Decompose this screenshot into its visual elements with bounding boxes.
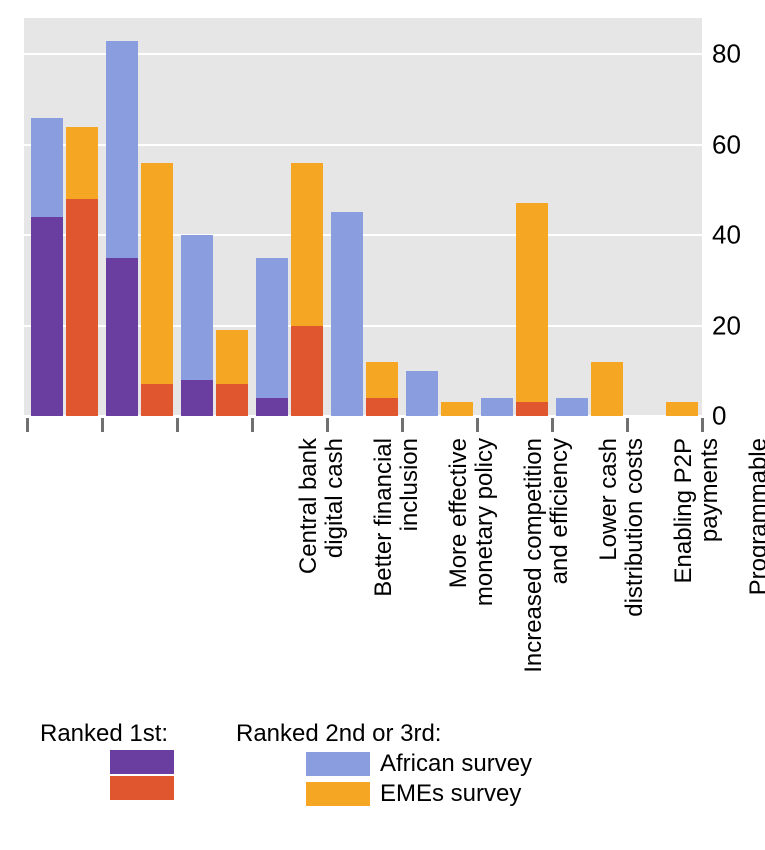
bar-column — [441, 402, 473, 416]
seg-emes-second — [141, 163, 173, 385]
y-tick-label: 20 — [702, 310, 741, 341]
legend-swatch — [110, 750, 174, 774]
x-category-label: Increased competition and efficiency — [521, 438, 573, 708]
category-group — [328, 18, 401, 416]
x-tick — [251, 418, 254, 432]
category-group — [178, 18, 251, 416]
seg-emes-first — [216, 384, 248, 416]
seg-african-first — [31, 217, 63, 416]
seg-african-second — [481, 398, 513, 416]
category-group — [28, 18, 101, 416]
seg-emes-second — [516, 203, 548, 402]
bar-column — [666, 402, 698, 416]
bar-column — [331, 212, 363, 416]
bar-column — [66, 127, 98, 416]
plot-area: 020406080 — [24, 18, 702, 416]
bar-column — [591, 362, 623, 416]
bar-column — [216, 330, 248, 416]
bar-column — [366, 362, 398, 416]
category-group — [403, 18, 476, 416]
x-tick — [476, 418, 479, 432]
x-category-label: Central bank digital cash — [296, 438, 348, 708]
seg-african-first — [106, 258, 138, 416]
y-tick-label: 0 — [702, 401, 726, 432]
seg-emes-first — [66, 199, 98, 416]
seg-african-second — [331, 212, 363, 416]
seg-emes-first — [141, 384, 173, 416]
bar-column — [556, 398, 588, 416]
category-group — [478, 18, 551, 416]
cbdc-motivations-chart: 020406080 Central bank digital cashBette… — [0, 0, 765, 850]
seg-emes-second — [366, 362, 398, 398]
legend-heading-second: Ranked 2nd or 3rd: — [236, 720, 532, 748]
legend-swatch — [306, 782, 370, 806]
legend-col-second: Ranked 2nd or 3rd:African surveyEMEs sur… — [236, 720, 532, 810]
seg-african-second — [256, 258, 288, 398]
x-tick — [326, 418, 329, 432]
bar-column — [181, 235, 213, 416]
seg-african-second — [406, 371, 438, 416]
seg-african-second — [31, 118, 63, 218]
legend-swatch — [306, 752, 370, 776]
legend-label: EMEs survey — [380, 780, 521, 808]
x-category-label: Lower cash distribution costs — [596, 438, 648, 708]
legend-row — [40, 776, 174, 800]
x-tick — [401, 418, 404, 432]
bar-column — [481, 398, 513, 416]
seg-african-second — [556, 398, 588, 416]
seg-emes-second — [666, 402, 698, 416]
seg-african-second — [181, 235, 213, 380]
x-category-label: Programmable money — [746, 438, 765, 708]
bar-column — [106, 41, 138, 416]
x-tick — [26, 418, 29, 432]
category-group — [553, 18, 626, 416]
x-tick — [176, 418, 179, 432]
seg-emes-first — [516, 402, 548, 416]
legend-label: African survey — [380, 750, 532, 778]
x-tick — [701, 418, 704, 432]
y-tick-label: 40 — [702, 220, 741, 251]
legend-row — [40, 750, 174, 774]
bar-column — [141, 163, 173, 416]
y-tick-label: 80 — [702, 39, 741, 70]
seg-emes-second — [216, 330, 248, 384]
category-group — [628, 18, 701, 416]
bar-column — [516, 203, 548, 416]
legend-col-first: Ranked 1st: — [40, 720, 174, 802]
seg-african-first — [256, 398, 288, 416]
seg-emes-second — [591, 362, 623, 416]
legend-row: African survey — [236, 750, 532, 778]
legend-heading-first: Ranked 1st: — [40, 720, 174, 748]
seg-emes-first — [366, 398, 398, 416]
category-group — [253, 18, 326, 416]
y-tick-label: 60 — [702, 129, 741, 160]
bar-column — [31, 118, 63, 417]
bar-column — [291, 163, 323, 416]
x-category-label: Enabling P2P payments — [671, 438, 723, 708]
bar-column — [256, 258, 288, 416]
seg-emes-second — [66, 127, 98, 199]
x-tick — [551, 418, 554, 432]
seg-african-second — [106, 41, 138, 258]
x-tick — [101, 418, 104, 432]
legend-swatch — [110, 776, 174, 800]
seg-emes-second — [291, 163, 323, 326]
bar-column — [406, 371, 438, 416]
legend-row: EMEs survey — [236, 780, 532, 808]
x-category-label: Better financial inclusion — [371, 438, 423, 708]
x-tick — [626, 418, 629, 432]
seg-emes-first — [291, 326, 323, 416]
category-group — [103, 18, 176, 416]
seg-emes-second — [441, 402, 473, 416]
seg-african-first — [181, 380, 213, 416]
x-category-label: More effective monetary policy — [446, 438, 498, 708]
